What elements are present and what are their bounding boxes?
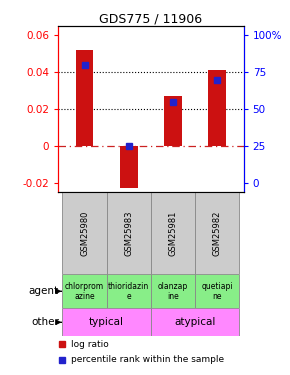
- Text: percentile rank within the sample: percentile rank within the sample: [71, 355, 224, 364]
- Text: olanzap
ine: olanzap ine: [158, 282, 188, 301]
- Bar: [151, 274, 195, 308]
- Text: agent: agent: [29, 286, 59, 296]
- Text: log ratio: log ratio: [71, 340, 109, 349]
- Text: typical: typical: [89, 317, 124, 327]
- Bar: [107, 192, 151, 274]
- Text: GSM25981: GSM25981: [168, 210, 177, 256]
- Bar: [151, 192, 195, 274]
- Text: chlorprom
azine: chlorprom azine: [65, 282, 104, 301]
- Bar: [62, 274, 107, 308]
- Text: quetiapi
ne: quetiapi ne: [201, 282, 233, 301]
- Text: GSM25980: GSM25980: [80, 210, 89, 256]
- Text: other: other: [31, 317, 59, 327]
- Bar: [107, 274, 151, 308]
- Bar: [62, 308, 151, 336]
- Bar: [120, 146, 137, 188]
- Title: GDS775 / 11906: GDS775 / 11906: [99, 12, 202, 25]
- Text: atypical: atypical: [174, 317, 216, 327]
- Text: GSM25983: GSM25983: [124, 210, 133, 256]
- Bar: [208, 70, 226, 146]
- Text: GSM25982: GSM25982: [213, 210, 222, 256]
- Bar: [76, 50, 93, 146]
- Text: thioridazin
e: thioridazin e: [108, 282, 149, 301]
- Bar: [164, 96, 182, 146]
- Bar: [195, 274, 239, 308]
- Bar: [195, 192, 239, 274]
- Bar: [62, 192, 107, 274]
- Bar: [151, 308, 239, 336]
